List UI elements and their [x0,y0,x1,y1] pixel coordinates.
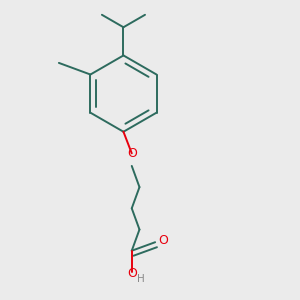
Text: O: O [158,234,168,247]
Text: O: O [127,147,137,160]
Text: H: H [137,274,145,284]
Text: O: O [127,268,137,281]
